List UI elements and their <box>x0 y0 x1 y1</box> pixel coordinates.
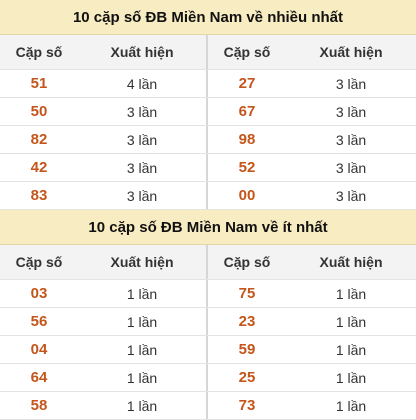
table-row: 50 3 lần 67 3 lần <box>0 98 416 126</box>
pair-number: 56 <box>30 313 48 330</box>
column-header: Cặp số <box>223 44 271 60</box>
table-row: 51 4 lần 27 3 lần <box>0 70 416 98</box>
pair-number: 98 <box>238 131 256 148</box>
header-row: Cặp số Xuất hiện Cặp số Xuất hiện <box>0 35 416 70</box>
occurrence-count: 3 lần <box>78 98 208 125</box>
occurrence-count: 1 lần <box>78 364 208 391</box>
occurrence-count: 1 lần <box>78 308 208 335</box>
pair-number: 75 <box>238 285 256 302</box>
pair-number: 59 <box>238 341 256 358</box>
occurrence-count: 1 lần <box>335 285 367 302</box>
pair-number: 23 <box>238 313 256 330</box>
column-header: Xuất hiện <box>319 44 383 60</box>
table-row: 83 3 lần 00 3 lần <box>0 182 416 210</box>
occurrence-count: 3 lần <box>78 154 208 181</box>
table-row: 64 1 lần 25 1 lần <box>0 364 416 392</box>
occurrence-count: 1 lần <box>335 313 367 330</box>
occurrence-count: 4 lần <box>78 70 208 97</box>
occurrence-count: 1 lần <box>78 392 208 419</box>
table-row: 56 1 lần 23 1 lần <box>0 308 416 336</box>
column-header: Cặp số <box>15 254 63 270</box>
occurrence-count: 3 lần <box>335 159 367 176</box>
occurrence-count: 3 lần <box>78 126 208 153</box>
occurrence-count: 3 lần <box>335 187 367 204</box>
pair-number: 03 <box>30 285 48 302</box>
pair-number: 25 <box>238 369 256 386</box>
column-header: Xuất hiện <box>319 254 383 270</box>
table-row: 58 1 lần 73 1 lần <box>0 392 416 420</box>
column-header: Xuất hiện <box>78 35 208 69</box>
pair-number: 64 <box>30 369 48 386</box>
occurrence-count: 1 lần <box>78 336 208 363</box>
occurrence-count: 1 lần <box>335 369 367 386</box>
occurrence-count: 1 lần <box>335 341 367 358</box>
pair-number: 73 <box>238 397 256 414</box>
pair-number: 42 <box>30 159 48 176</box>
pair-number: 83 <box>30 187 48 204</box>
column-header: Xuất hiện <box>78 245 208 279</box>
pair-number: 82 <box>30 131 48 148</box>
occurrence-count: 1 lần <box>335 397 367 414</box>
pair-number: 27 <box>238 75 256 92</box>
table-row: 82 3 lần 98 3 lần <box>0 126 416 154</box>
pair-number: 50 <box>30 103 48 120</box>
table-row: 04 1 lần 59 1 lần <box>0 336 416 364</box>
pair-number: 58 <box>30 397 48 414</box>
table-section: 10 cặp số ĐB Miền Nam về ít nhất Cặp số Xu… <box>0 210 416 420</box>
pair-number: 04 <box>30 341 48 358</box>
occurrence-count: 3 lần <box>78 182 208 209</box>
occurrence-count: 3 lần <box>335 103 367 120</box>
table-section: 10 cặp số ĐB Miền Nam về nhiều nhất Cặp s… <box>0 0 416 210</box>
pair-number: 52 <box>238 159 256 176</box>
pair-number: 51 <box>30 75 48 92</box>
pair-number: 67 <box>238 103 256 120</box>
section-title: 10 cặp số ĐB Miền Nam về ít nhất <box>0 210 416 245</box>
pair-number: 00 <box>238 187 256 204</box>
occurrence-count: 3 lần <box>335 75 367 92</box>
table-row: 03 1 lần 75 1 lần <box>0 280 416 308</box>
occurrence-count: 3 lần <box>335 131 367 148</box>
section-title: 10 cặp số ĐB Miền Nam về nhiều nhất <box>0 0 416 35</box>
column-header: Cặp số <box>223 254 271 270</box>
column-header: Cặp số <box>15 44 63 60</box>
occurrence-count: 1 lần <box>78 280 208 307</box>
table-row: 42 3 lần 52 3 lần <box>0 154 416 182</box>
header-row: Cặp số Xuất hiện Cặp số Xuất hiện <box>0 245 416 280</box>
